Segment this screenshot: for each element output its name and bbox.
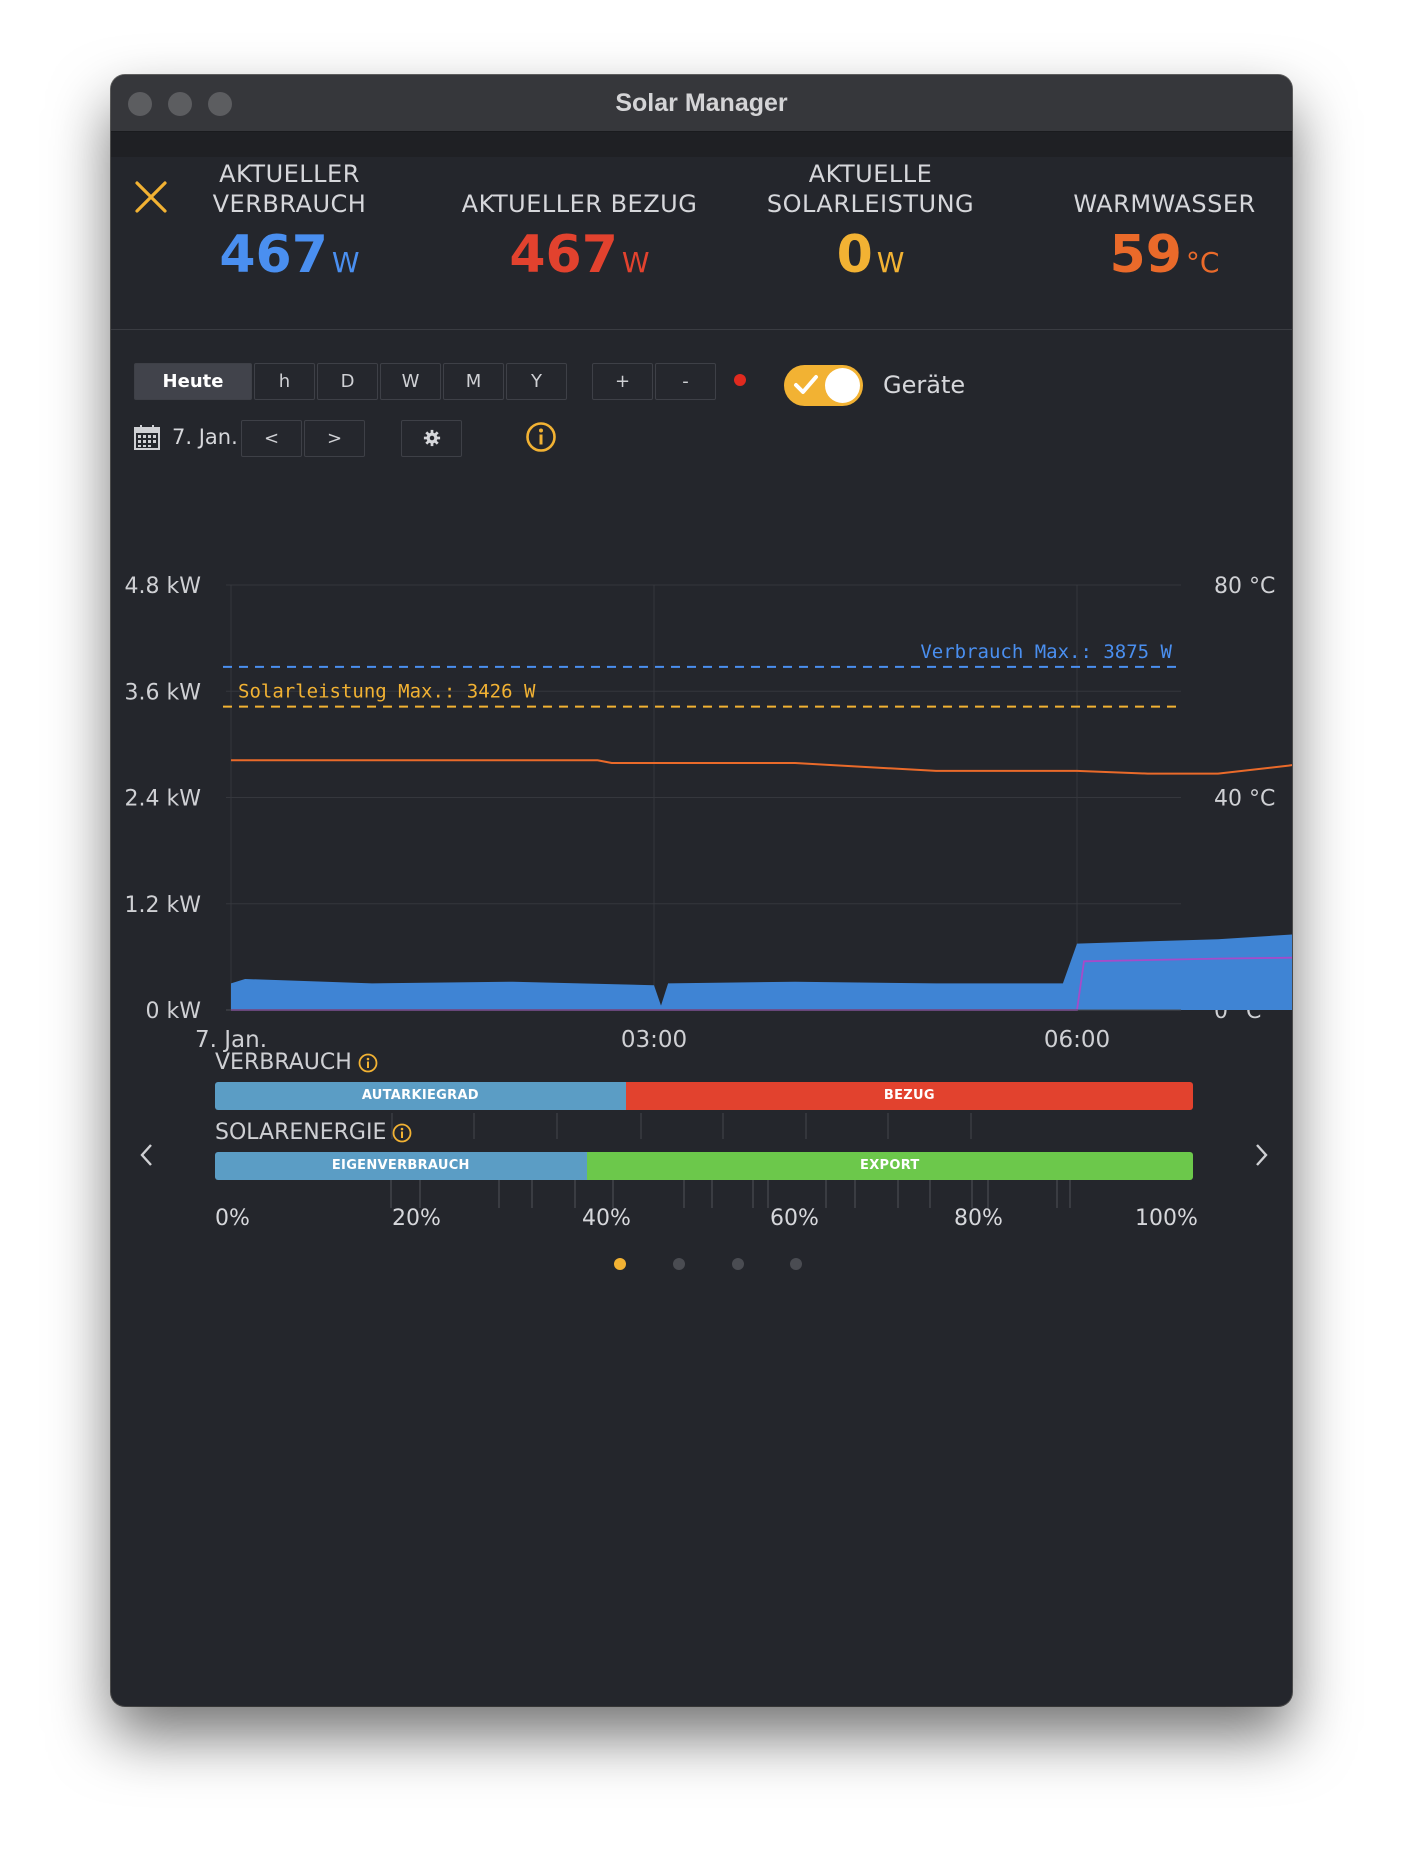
period-month-button[interactable]: M [443, 363, 504, 400]
zoom-in-button[interactable]: + [592, 363, 653, 400]
y-tick-label: 3.6 kW [125, 680, 202, 705]
stat-value: 467 W [509, 225, 650, 285]
period-hour-button[interactable]: h [254, 363, 315, 400]
close-window-button[interactable] [128, 92, 152, 116]
export-segment[interactable]: EXPORT [586, 1152, 1193, 1180]
info-icon[interactable] [392, 1123, 412, 1143]
max-label: Verbrauch Max.: 3875 W [920, 641, 1172, 663]
period-year-button[interactable]: Y [506, 363, 567, 400]
y-tick-label: 0 kW [146, 999, 202, 1024]
autarkiegrad-segment[interactable]: AUTARKIEGRAD [215, 1082, 626, 1110]
date-label[interactable]: 7. Jan. [172, 425, 238, 449]
y-right-tick-label: 40 °C [1214, 787, 1275, 812]
period-heute-button[interactable]: Heute [134, 363, 252, 400]
period-week-button[interactable]: W [380, 363, 441, 400]
solarenergie-bar[interactable]: EIGENVERBRAUCH EXPORT [215, 1152, 1193, 1180]
percent-label: 80% [954, 1206, 1003, 1231]
info-icon[interactable] [358, 1053, 378, 1073]
stat-verbrauch: AKTUELLER VERBRAUCH 467 W [142, 157, 437, 293]
next-day-button[interactable]: > [304, 420, 365, 457]
chevron-left-icon[interactable] [135, 1139, 159, 1171]
toggle-knob [825, 368, 860, 403]
percent-label: 100% [1135, 1206, 1198, 1231]
check-icon [794, 375, 818, 394]
calendar-icon[interactable] [134, 424, 160, 450]
y-tick-label: 2.4 kW [125, 787, 202, 812]
live-indicator [734, 374, 746, 386]
device-line [231, 956, 1292, 1011]
max-label: Solarleistung Max.: 3426 W [238, 681, 536, 703]
minimize-window-button[interactable] [168, 92, 192, 116]
top-strip [111, 132, 1292, 157]
stat-bezug: AKTUELLER BEZUG 467 W [432, 157, 727, 293]
stat-value: 59 °C [1109, 225, 1220, 285]
temperature-line [231, 759, 1292, 775]
solarenergie-label: SOLARENERGIE [215, 1120, 412, 1145]
stats-panel: AKTUELLER VERBRAUCH 467 W AKTUELLER BEZUG… [111, 157, 1292, 330]
zoom-out-button[interactable]: - [655, 363, 716, 400]
window-title: Solar Manager [615, 89, 788, 117]
percent-label: 40% [582, 1206, 631, 1231]
info-icon[interactable] [525, 421, 557, 453]
consumption-area [231, 934, 1292, 1010]
pager-dot[interactable] [673, 1258, 685, 1270]
y-tick-label: 4.8 kW [125, 574, 202, 599]
close-icon[interactable] [134, 180, 168, 214]
stat-warmwasser: WARMWASSER 59 °C [1017, 157, 1292, 293]
eigenverbrauch-segment[interactable]: EIGENVERBRAUCH [215, 1152, 587, 1180]
pager-dot[interactable] [790, 1258, 802, 1270]
y-tick-label: 1.2 kW [125, 893, 202, 918]
stat-label: AKTUELLER BEZUG [461, 190, 698, 218]
chevron-right-icon[interactable] [1249, 1139, 1273, 1171]
verbrauch-label: VERBRAUCH [215, 1050, 378, 1075]
toggle-label: Geräte [883, 371, 966, 399]
settings-button[interactable] [401, 420, 462, 457]
percent-scale-ticks [390, 1113, 1071, 1208]
stat-label: AKTUELLER VERBRAUCH [212, 160, 367, 218]
previous-day-button[interactable]: < [241, 420, 302, 457]
stat-value: 467 W [219, 225, 360, 285]
pager-dot[interactable] [732, 1258, 744, 1270]
pager-dot[interactable] [614, 1258, 626, 1270]
stat-label: WARMWASSER [1073, 190, 1256, 218]
verbrauch-bar[interactable]: AUTARKIEGRAD BEZUG [215, 1082, 1193, 1110]
title-bar[interactable]: Solar Manager [111, 75, 1292, 132]
x-tick-label: 06:00 [1044, 1027, 1110, 1053]
energy-chart[interactable]: 0 kW1.2 kW2.4 kW3.6 kW4.8 kW0 °C40 °C80 … [111, 475, 1292, 1055]
x-tick-label: 03:00 [621, 1027, 687, 1053]
stat-label: AKTUELLE SOLARLEISTUNG [766, 160, 975, 218]
zoom-window-button[interactable] [208, 92, 232, 116]
app-window: Solar Manager AKTUELLER VERBRAUCH 467 W A… [111, 75, 1292, 1706]
percent-label: 20% [392, 1206, 441, 1231]
geraete-toggle[interactable] [784, 365, 863, 406]
y-right-tick-label: 80 °C [1214, 574, 1275, 599]
period-day-button[interactable]: D [317, 363, 378, 400]
x-tick-label: 7. Jan. [195, 1027, 267, 1053]
percent-label: 0% [215, 1206, 250, 1231]
percent-label: 60% [770, 1206, 819, 1231]
bezug-segment[interactable]: BEZUG [625, 1082, 1193, 1110]
gear-icon [423, 429, 440, 447]
